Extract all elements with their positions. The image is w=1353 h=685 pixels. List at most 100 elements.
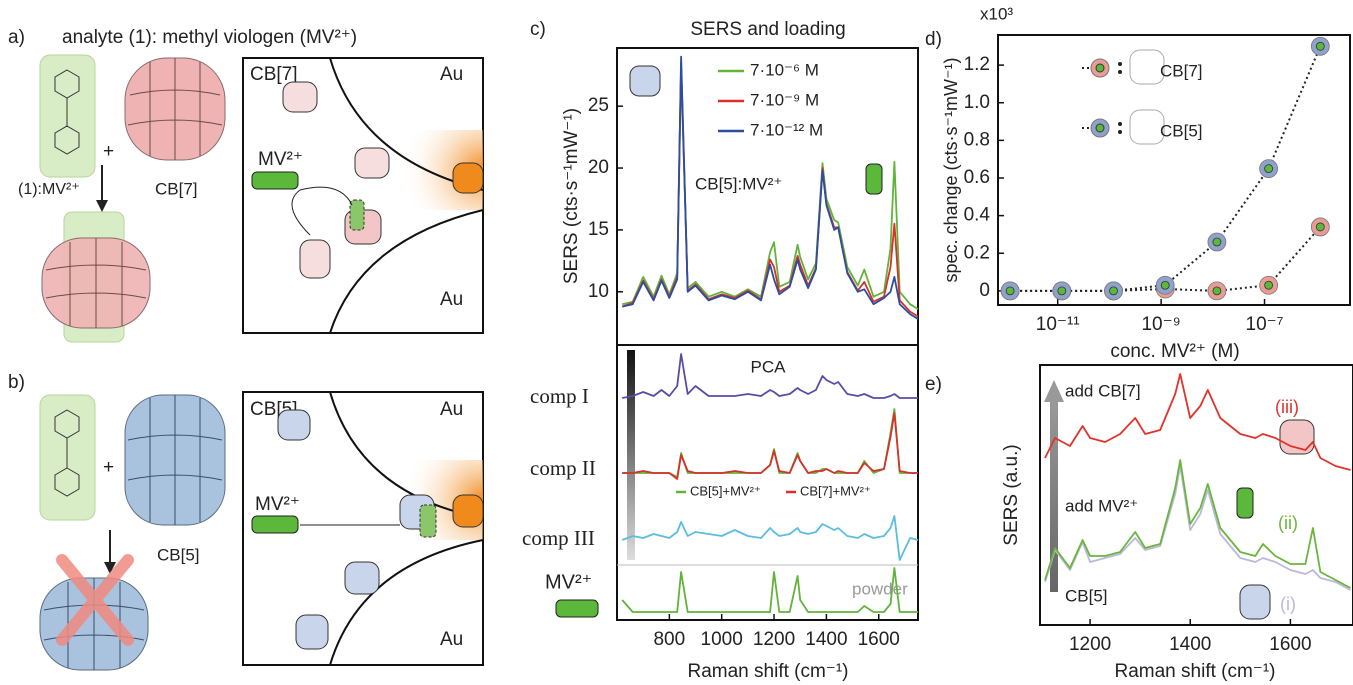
point-core	[1005, 286, 1015, 296]
guest-rod	[251, 171, 299, 190]
panel-title: analyte (1): methyl viologen (MV²⁺)	[62, 27, 357, 48]
panel-label: c)	[530, 19, 546, 40]
cb-icon	[452, 162, 484, 194]
host-label: CB[7]	[155, 179, 198, 198]
guest: MV²⁺	[255, 494, 300, 515]
y-tick-label: 0.8	[964, 129, 990, 150]
ring	[54, 125, 80, 155]
row-label: comp III	[522, 526, 595, 550]
point-core	[1212, 237, 1222, 247]
x-tick-label: 1200	[1069, 634, 1111, 655]
guest-rod	[251, 515, 299, 534]
colon-dot	[1118, 70, 1122, 74]
x-tick-label: 1000	[701, 629, 743, 650]
panel-label: e)	[925, 374, 942, 395]
spectrum	[622, 412, 918, 480]
cb-icon	[1279, 419, 1315, 455]
row-label: comp II	[530, 456, 596, 480]
y-tick-label: 0	[979, 280, 990, 301]
legend-marker-core	[1095, 123, 1105, 133]
colon-dot	[1118, 130, 1122, 134]
point-core	[1109, 286, 1118, 296]
cb-icon	[1239, 584, 1271, 620]
spectrum	[1044, 465, 1351, 591]
au: Au	[440, 399, 463, 420]
multiplier: x10³	[980, 4, 1013, 23]
legend-label: CB[7]+MV²⁺	[800, 483, 871, 498]
cb-lattice	[127, 395, 223, 525]
host-label: CB[5]	[157, 545, 200, 564]
cb-icon	[282, 81, 318, 113]
series-tag: (i)	[1280, 594, 1296, 614]
trend-arrow	[1050, 400, 1058, 592]
x-tick-label: 10⁻⁹	[1141, 314, 1180, 335]
y-tick-label: 10	[588, 281, 609, 302]
x-tick-label: 1200	[753, 629, 795, 650]
y-axis-label: spec. change (cts·s⁻¹mW⁻¹)	[941, 57, 961, 282]
legend-label: CB[5]+MV²⁺	[690, 483, 761, 498]
complex-label: (1):MV²⁺	[18, 181, 80, 198]
chart-title: SERS and loading	[690, 19, 845, 40]
y-tick-label: 15	[588, 219, 609, 240]
cb-icon	[629, 65, 661, 97]
panel-d: d) x10³ spec. change (cts·s⁻¹mW⁻¹) conc.…	[925, 4, 1351, 362]
legend-marker-core	[1095, 63, 1105, 73]
au: Au	[440, 289, 463, 310]
plus: +	[103, 457, 114, 478]
point-core	[1212, 286, 1222, 296]
axes-box	[997, 34, 1351, 306]
series-label: add MV²⁺	[1065, 496, 1138, 515]
panel-e: e) SERS (a.u.) Raman shift (cm⁻¹)	[925, 364, 1353, 682]
y-tick-label: 0.4	[964, 205, 991, 226]
chart-title: PCA	[751, 357, 787, 376]
series-tag: (iii)	[1275, 397, 1299, 417]
axes-box	[1039, 364, 1353, 626]
x-tick-label: 1400	[805, 629, 847, 650]
guest-rod	[1236, 487, 1254, 519]
y-tick-label: 1.2	[964, 54, 990, 75]
cb-icon	[344, 561, 380, 595]
panel-c: c) SERS and loading SERS (cts·s⁻¹mW⁻¹) C…	[522, 19, 919, 682]
cb-lattice	[45, 238, 147, 328]
y-tick-label: 0.2	[964, 242, 990, 263]
spectrum	[1044, 459, 1351, 589]
arrow-head	[96, 200, 108, 212]
au: Au	[440, 64, 463, 85]
legend-label: CB[5]	[1160, 121, 1203, 140]
row-label: comp I	[530, 384, 589, 408]
guest-rod	[349, 199, 365, 231]
cb-icon	[1129, 109, 1165, 145]
cb-icon	[295, 614, 329, 650]
panel-b: b) + CB[5] CB[5] Au MV²⁺ Au	[8, 372, 484, 671]
series-label: add CB[7]	[1065, 381, 1141, 400]
spectrum	[621, 515, 919, 561]
x-tick-label: 10⁻¹¹	[1036, 314, 1080, 335]
annotation: CB[5]:MV²⁺	[695, 174, 782, 193]
plus: +	[103, 141, 114, 162]
x-tick-label: 1400	[1169, 634, 1211, 655]
x-axis-label: Raman shift (cm⁻¹)	[1115, 661, 1276, 682]
point-core	[1264, 280, 1274, 290]
y-tick-label: 20	[588, 157, 609, 178]
spectrum	[621, 55, 919, 320]
panel-label: a)	[8, 27, 25, 48]
cb-icon	[452, 494, 484, 528]
x-tick-label: 800	[653, 629, 685, 650]
x-axis-label: conc. MV²⁺ (M)	[1110, 341, 1239, 362]
cb-icon	[1129, 49, 1165, 85]
cross	[56, 554, 134, 646]
point-core	[1264, 164, 1274, 173]
pathway	[291, 186, 353, 236]
spectrum	[621, 567, 918, 613]
legend-label: 7·10⁻⁶ M	[750, 60, 819, 79]
legend-label: CB[7]	[1160, 61, 1203, 80]
guest: MV²⁺	[258, 149, 303, 170]
spectrum	[622, 353, 918, 399]
y-axis-label: SERS (a.u.)	[1001, 444, 1022, 545]
guest-rod	[555, 599, 599, 618]
guest-rod	[419, 504, 437, 538]
x-axis-label: Raman shift (cm⁻¹)	[688, 661, 849, 682]
au: Au	[440, 629, 463, 650]
trend-arrow	[627, 350, 635, 560]
